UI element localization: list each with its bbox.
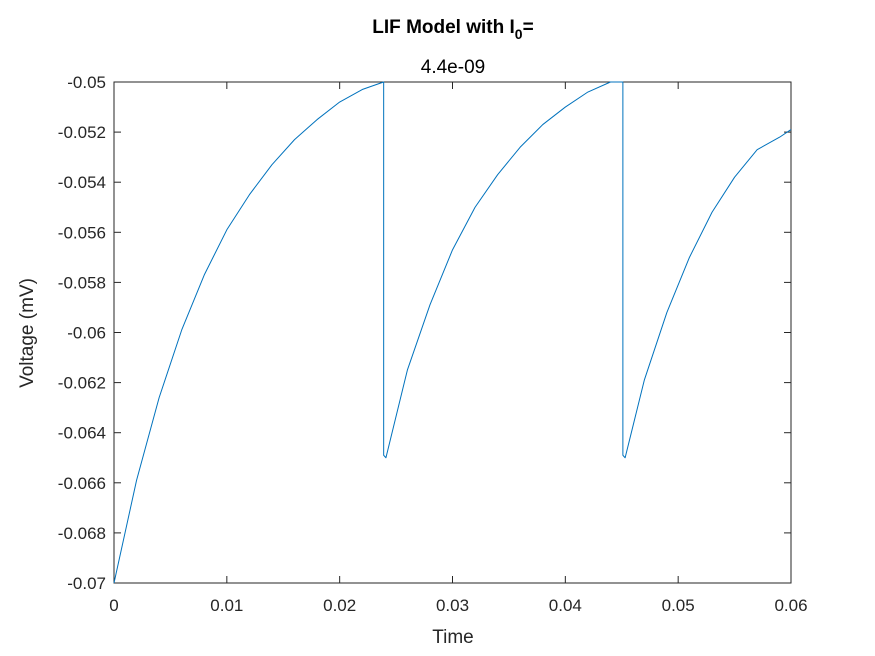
x-tick-label: 0.01 — [210, 596, 243, 615]
x-tick-label: 0.06 — [774, 596, 807, 615]
chart-subtitle: 4.4e-09 — [421, 57, 485, 78]
y-axis-ticks: -0.05 -0.052 -0.054 -0.056 -0.058 -0.06 -0.062… — [58, 73, 791, 593]
x-axis-ticks: 0 0.01 0.02 0.03 0.04 0.05 0.06 — [109, 82, 808, 615]
y-tick-label: -0.06 — [67, 324, 106, 343]
plot-area — [113, 81, 792, 584]
chart-title-prefix: LIF Model with I — [372, 17, 514, 38]
y-tick-label: -0.054 — [58, 173, 106, 192]
y-tick-label: -0.05 — [67, 73, 106, 92]
y-tick-label: -0.058 — [58, 273, 106, 292]
x-tick-label: 0.05 — [662, 596, 695, 615]
series-line-0 — [113, 81, 792, 584]
y-tick-label: -0.07 — [67, 574, 106, 593]
chart-title: LIF Model with I0= — [372, 17, 533, 42]
y-tick-label: -0.064 — [58, 424, 106, 443]
series-layer — [113, 81, 792, 584]
x-axis-label: Time — [432, 627, 474, 648]
x-tick-label: 0.03 — [436, 596, 469, 615]
y-tick-label: -0.056 — [58, 223, 106, 242]
y-tick-label: -0.066 — [58, 474, 106, 493]
x-tick-label: 0.02 — [323, 596, 356, 615]
y-axis-label: Voltage (mV) — [17, 278, 38, 388]
y-tick-label: -0.068 — [58, 524, 106, 543]
y-tick-label: -0.062 — [58, 374, 106, 393]
chart-title-suffix: = — [523, 17, 534, 38]
x-tick-label: 0.04 — [549, 596, 582, 615]
y-tick-label: -0.052 — [58, 123, 106, 142]
x-tick-label: 0 — [109, 596, 118, 615]
chart-title-subscript: 0 — [515, 26, 523, 42]
